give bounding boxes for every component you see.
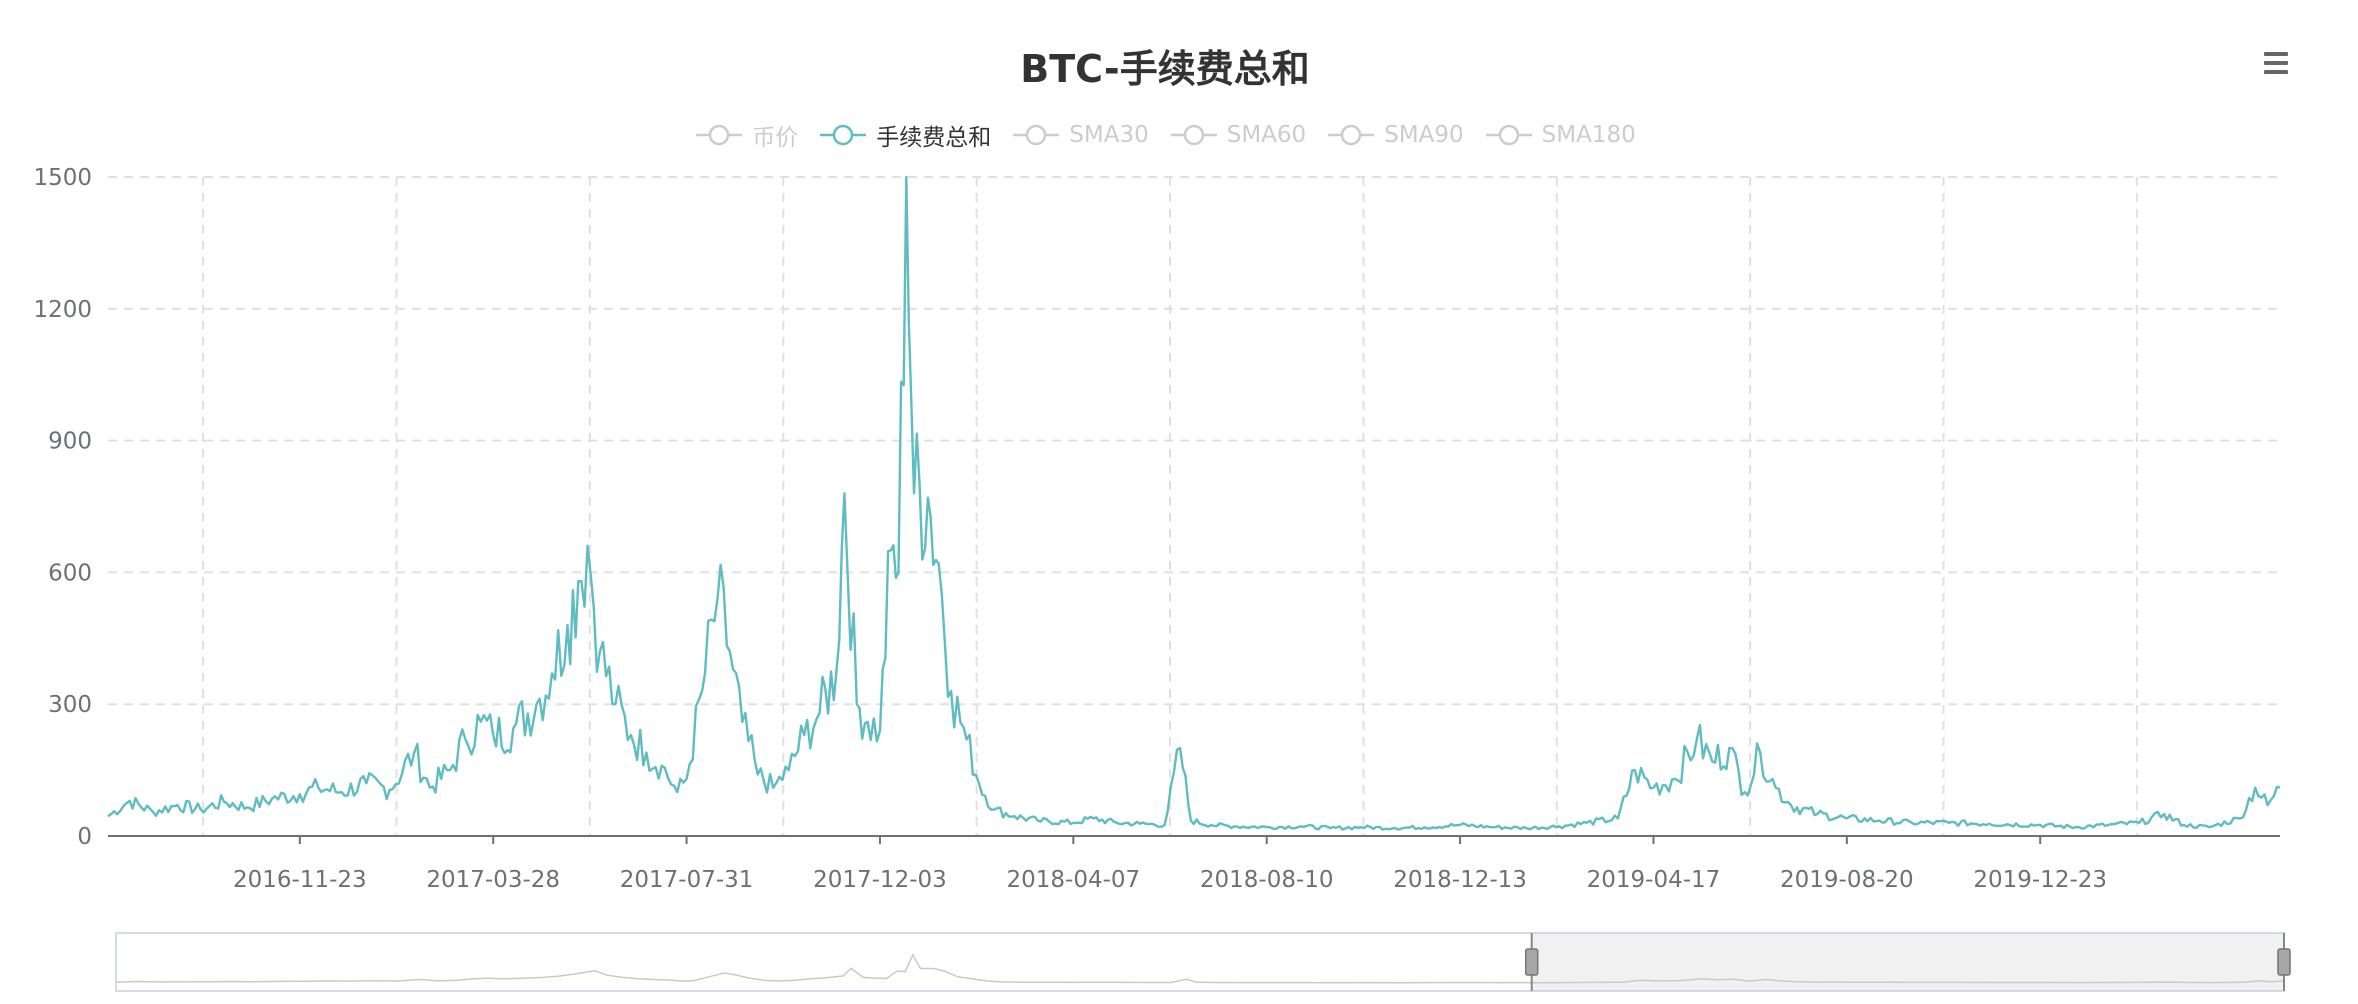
y-tick-label: 900 xyxy=(48,429,92,455)
legend-item-5[interactable]: SMA180 xyxy=(1484,122,1636,148)
x-tick-label: 2017-07-31 xyxy=(620,867,754,893)
legend-line-circle-icon xyxy=(696,124,743,146)
y-tick-label: 0 xyxy=(77,824,92,850)
legend-label: SMA60 xyxy=(1226,122,1307,148)
x-tick-label: 2017-12-03 xyxy=(813,867,947,893)
legend-item-4[interactable]: SMA90 xyxy=(1326,122,1464,148)
legend-item-0[interactable]: 币价 xyxy=(694,118,798,152)
x-tick-label: 2019-04-17 xyxy=(1587,867,1721,893)
y-tick-label: 1500 xyxy=(33,165,92,191)
y-tick-label: 300 xyxy=(48,692,92,718)
x-tick-label: 2019-08-20 xyxy=(1780,867,1914,893)
datazoom-handle[interactable] xyxy=(1524,948,1539,976)
legend-item-1[interactable]: 手续费总和 xyxy=(818,118,991,152)
legend-item-2[interactable]: SMA30 xyxy=(1011,122,1149,148)
legend-label: 手续费总和 xyxy=(876,125,992,151)
legend-label: SMA180 xyxy=(1541,122,1636,148)
x-tick-label: 2018-12-13 xyxy=(1393,867,1527,893)
y-tick-label: 600 xyxy=(48,560,92,586)
datazoom-handle[interactable] xyxy=(2277,948,2291,976)
x-tick-label: 2016-11-23 xyxy=(233,867,367,893)
legend-line-circle-icon xyxy=(1013,124,1060,146)
legend-label: SMA30 xyxy=(1069,122,1149,148)
y-tick-label: 1200 xyxy=(33,297,92,323)
legend-line-circle-icon xyxy=(1328,124,1375,146)
legend-line-circle-icon xyxy=(1485,124,1532,146)
x-tick-label: 2018-04-07 xyxy=(1006,867,1140,893)
chart-legend: 币价 手续费总和 SMA30 SMA60 SMA90 SMA180 xyxy=(0,118,2330,152)
datazoom-mini-line xyxy=(115,953,2285,984)
legend-label: 币价 xyxy=(752,125,799,151)
x-tick-label: 2018-08-10 xyxy=(1200,867,1334,893)
x-tick-label: 2019-12-23 xyxy=(1973,867,2107,893)
legend-label: SMA90 xyxy=(1384,122,1464,148)
legend-line-circle-icon xyxy=(1170,124,1217,146)
legend-line-circle-icon xyxy=(820,124,867,146)
chart-title: BTC-手续费总和 xyxy=(1020,47,1310,91)
legend-item-3[interactable]: SMA60 xyxy=(1169,122,1306,148)
series-line-fee-total xyxy=(107,175,2281,831)
hamburger-menu-icon[interactable] xyxy=(2264,52,2288,74)
x-tick-label: 2017-03-28 xyxy=(426,867,560,893)
